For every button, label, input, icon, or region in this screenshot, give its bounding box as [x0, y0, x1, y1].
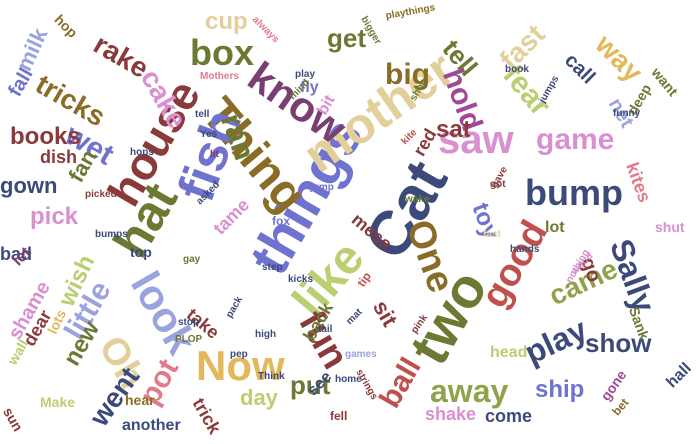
cloud-word: tail — [318, 324, 333, 335]
cloud-word: sit — [368, 296, 403, 331]
cloud-word: PLOP — [175, 334, 203, 345]
cloud-word: ship — [535, 376, 585, 403]
cloud-word: wall — [4, 336, 32, 368]
cloud-word: want — [648, 64, 682, 100]
cloud-word: show — [585, 328, 652, 358]
cloud-word: call — [560, 49, 600, 89]
cloud-word: fly — [300, 79, 319, 96]
cloud-word: bump — [525, 172, 623, 213]
cloud-word: sat — [436, 116, 471, 143]
cloud-word: home — [335, 374, 362, 385]
cloud-word: kites — [622, 159, 655, 206]
cloud-word: day — [240, 385, 278, 410]
cloud-word: bad — [0, 244, 33, 264]
cloud-word: ball — [373, 352, 428, 414]
cloud-word: always — [249, 14, 281, 46]
cloud-word: gave — [489, 164, 511, 190]
cloud-word: jump — [310, 182, 334, 193]
cloud-word: saw — [438, 118, 514, 162]
cloud-word: high — [255, 329, 277, 340]
cloud-word: shut — [655, 219, 685, 235]
cloud-word: wake — [405, 194, 430, 205]
cloud-word: playthings — [384, 2, 436, 22]
cloud-word: Think — [258, 371, 285, 382]
cloud-word: pack — [224, 294, 246, 320]
cloud-word: lot — [545, 219, 565, 236]
cloud-word: rake — [88, 28, 154, 84]
cloud-word: get — [327, 23, 366, 53]
cloud-word: box — [190, 32, 255, 73]
cloud-word: play — [519, 311, 593, 371]
cloud-word: hands — [510, 244, 540, 255]
cloud-word: another — [122, 417, 181, 434]
cloud-word: hop — [51, 11, 81, 41]
cloud-word: hear — [125, 392, 155, 408]
cloud-word: fell — [330, 409, 348, 423]
cloud-word: tell — [195, 109, 210, 120]
cloud-word: book — [505, 64, 529, 75]
cloud-word: play — [295, 69, 316, 80]
cloud-word: gown — [0, 173, 58, 198]
cloud-word: top — [130, 244, 152, 260]
cloud-word: game — [536, 123, 615, 156]
cloud-word: put — [290, 370, 331, 400]
cloud-word: stop — [178, 317, 200, 328]
cloud-word: gay — [183, 254, 201, 265]
cloud-word: pep — [230, 349, 248, 360]
cloud-word: shake — [425, 404, 477, 424]
cloud-word: Mothers — [200, 71, 239, 82]
cloud-word: kicks — [288, 274, 314, 285]
cloud-word: sun — [0, 404, 27, 435]
cloud-word: come — [485, 406, 533, 426]
cloud-word: trick — [188, 394, 225, 438]
cloud-word: cup — [205, 8, 248, 35]
cloud-word: dish — [40, 147, 78, 167]
cloud-word: games — [345, 349, 377, 360]
cloud-word: got — [490, 179, 506, 190]
cloud-word: big — [385, 58, 430, 91]
cloud-word: fox — [272, 214, 290, 228]
cloud-word: bumps — [95, 229, 128, 240]
cloud-word: mat — [344, 306, 365, 328]
cloud-word: funny — [613, 108, 641, 119]
cloud-word: step — [262, 262, 283, 273]
cloud-word: fast — [483, 229, 501, 240]
cloud-word: Now — [196, 342, 285, 389]
cloud-word: books — [10, 123, 81, 150]
cloud-word: hall — [663, 359, 695, 392]
cloud-word: hops — [130, 147, 154, 158]
cloud-word: lit — [210, 149, 219, 160]
cloud-word: way — [589, 28, 649, 88]
cloud-word: head — [490, 344, 528, 361]
cloud-word: One — [397, 214, 463, 299]
cloud-word: away — [430, 373, 509, 409]
cloud-word: pick — [30, 203, 79, 230]
cloud-word: Yes — [200, 129, 218, 140]
cloud-word: picked — [85, 189, 117, 200]
cloud-word: Make — [40, 394, 76, 410]
